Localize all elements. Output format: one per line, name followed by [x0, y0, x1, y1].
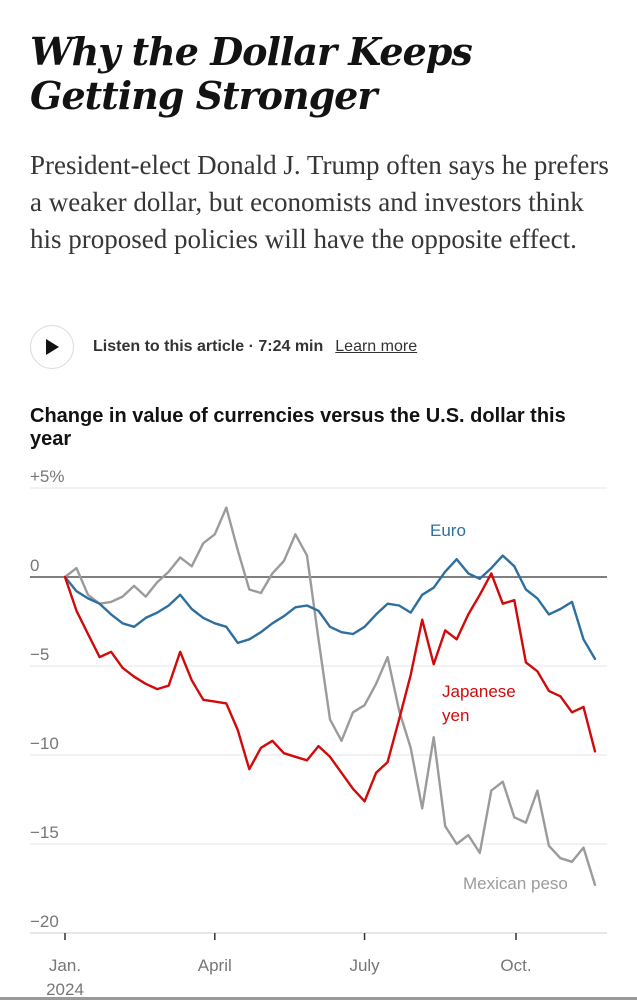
x-tick-label: Jan. 2024 [46, 956, 84, 999]
label-yen-line2: yen [442, 706, 469, 725]
label-yen-line1: Japanese [442, 682, 516, 701]
y-axis-ticks: +5% 0 −5 −10 −15 −20 [30, 467, 65, 931]
y-tick-label: +5% [30, 467, 65, 486]
y-tick-label: −20 [30, 912, 59, 931]
x-tick-label: July [349, 956, 380, 975]
x-tick-label: April [198, 956, 232, 975]
gridlines [30, 487, 607, 934]
chart-title: Change in value of currencies versus the… [30, 405, 566, 450]
audio-player: Listen to this article · 7:24 min Learn … [30, 323, 417, 371]
series-labels: Euro Japanese yen Mexican peso [430, 521, 568, 893]
play-button[interactable] [30, 325, 74, 369]
y-tick-label: −10 [30, 734, 59, 753]
y-tick-label: −5 [30, 645, 49, 664]
x-tick-label: Oct. [500, 956, 531, 975]
play-icon [46, 339, 59, 355]
series-line-peso [63, 506, 597, 887]
y-tick-label: −15 [30, 823, 59, 842]
learn-more-link[interactable]: Learn more [335, 338, 418, 355]
bottom-divider [0, 997, 637, 1000]
series-line-euro [63, 554, 597, 661]
x-axis-ticks: Jan. 2024 April July Oct. [46, 933, 532, 999]
y-tick-label: 0 [30, 556, 39, 575]
listen-label: Listen to this article · 7:24 min [93, 338, 324, 355]
headline: Why the Dollar Keeps Getting Stronger [30, 29, 473, 118]
article-summary: President-elect Donald J. Trump often sa… [30, 150, 609, 254]
series-line-yen [63, 572, 597, 803]
series-lines [63, 506, 597, 887]
label-euro: Euro [430, 521, 466, 540]
label-peso: Mexican peso [463, 874, 568, 893]
